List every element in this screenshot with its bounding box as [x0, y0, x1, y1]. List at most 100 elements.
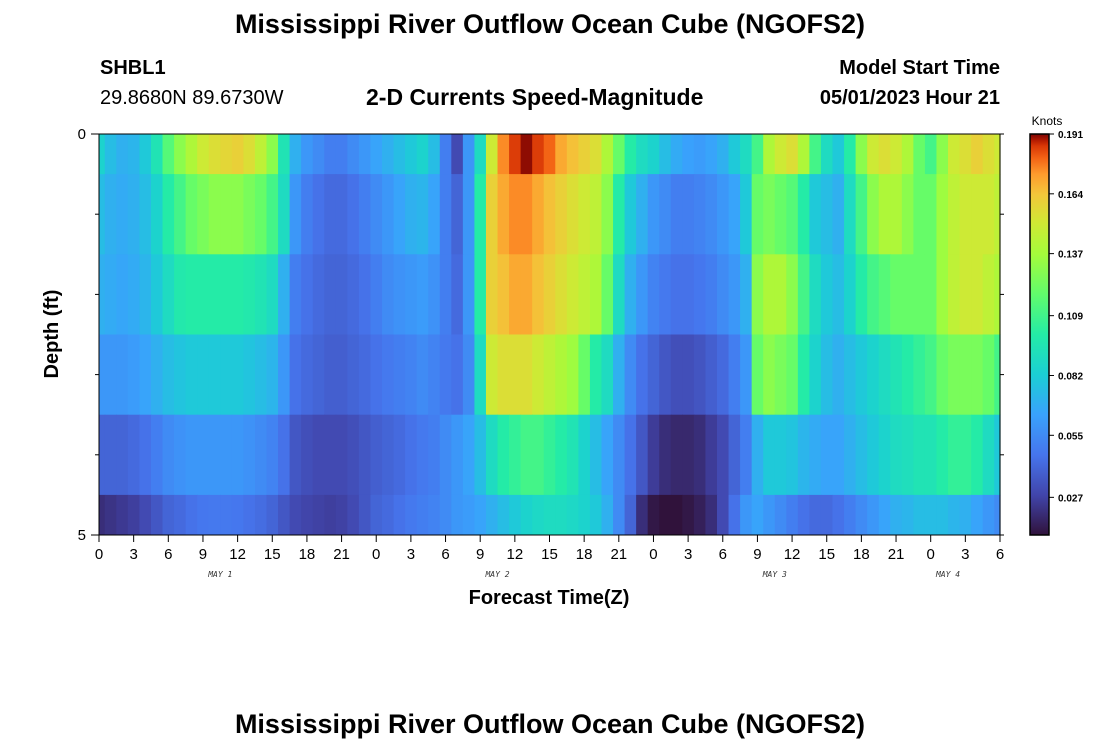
- heatmap-cell: [774, 334, 787, 416]
- heatmap-cell: [705, 334, 718, 416]
- heatmap-cell: [162, 134, 175, 175]
- heatmap-cell: [971, 494, 984, 536]
- x-tick-label: 0: [927, 546, 935, 563]
- heatmap-cell: [451, 174, 464, 255]
- heatmap-cell: [174, 494, 187, 536]
- heatmap-cell: [578, 494, 591, 536]
- heatmap-cell: [289, 494, 302, 536]
- heatmap-cell: [728, 174, 741, 255]
- heatmap-cell: [543, 254, 556, 335]
- heatmap-cell: [139, 134, 152, 175]
- heatmap-cell: [324, 134, 337, 175]
- heatmap-cell: [174, 174, 187, 255]
- heatmap-cell: [763, 134, 776, 175]
- heatmap-cell: [347, 494, 360, 536]
- heatmap-cell: [763, 494, 776, 536]
- heatmap-cell: [278, 334, 291, 416]
- heatmap-cell: [312, 334, 325, 416]
- heatmap-cell: [566, 174, 579, 255]
- heatmap-cell: [451, 254, 464, 335]
- heatmap-cell: [705, 494, 718, 536]
- heatmap-cell: [763, 414, 776, 496]
- heatmap-cell: [254, 494, 268, 536]
- heatmap-cell: [405, 254, 418, 335]
- heatmap-cell: [301, 414, 314, 496]
- heatmap-cell: [763, 254, 776, 335]
- heatmap-cell: [220, 254, 233, 335]
- heatmap-cell: [358, 254, 372, 335]
- heatmap-cell: [532, 134, 545, 175]
- heatmap-cell: [971, 134, 984, 175]
- heatmap-cell: [936, 134, 949, 175]
- y-tick-label: 0: [78, 126, 86, 143]
- heatmap-cell: [497, 334, 510, 416]
- heatmap-cell: [416, 134, 429, 175]
- heatmap-cell: [347, 334, 360, 416]
- heatmap-cell: [185, 494, 198, 536]
- heatmap-cell: [740, 174, 753, 255]
- heatmap-cell: [855, 334, 868, 416]
- heatmap-cell: [820, 174, 834, 255]
- heatmap-cell: [659, 414, 672, 496]
- heatmap-cell: [797, 254, 810, 335]
- colorbar-tick-label: 0.137: [1058, 250, 1083, 261]
- heatmap-cell: [532, 254, 545, 335]
- heatmap-cell: [647, 174, 660, 255]
- heatmap-cell: [543, 414, 556, 496]
- heatmap-cell: [532, 174, 545, 255]
- heatmap-cell: [682, 174, 695, 255]
- heatmap-cell: [416, 414, 429, 496]
- heatmap-cell: [116, 334, 129, 416]
- heatmap-cell: [959, 134, 972, 175]
- heatmap-cell: [474, 174, 487, 255]
- heatmap-cell: [578, 174, 591, 255]
- heatmap-cell: [555, 414, 568, 496]
- heatmap-cell: [959, 174, 972, 255]
- heatmap-cell: [740, 254, 753, 335]
- heatmap-cell: [174, 334, 187, 416]
- heatmap-cell: [901, 334, 914, 416]
- heatmap-cell: [278, 174, 291, 255]
- heatmap-cell: [127, 494, 141, 536]
- y-tick-label: 5: [78, 527, 86, 544]
- heatmap-cell: [485, 174, 499, 255]
- heatmap-cell: [162, 334, 175, 416]
- heatmap-cell: [890, 174, 903, 255]
- heatmap-cell: [774, 174, 787, 255]
- colorbar-tick-label: 0.055: [1058, 431, 1083, 442]
- heatmap-cell: [243, 174, 256, 255]
- heatmap-cell: [936, 254, 949, 335]
- heatmap-cell: [208, 334, 221, 416]
- heatmap-cell: [994, 494, 1001, 536]
- heatmap-cell: [809, 334, 822, 416]
- heatmap-cell: [509, 254, 522, 335]
- heatmap-cell: [243, 494, 256, 536]
- heatmap-cell: [254, 134, 268, 175]
- x-tick-label: 3: [407, 546, 415, 563]
- heatmap-cell: [716, 494, 730, 536]
- heatmap-cell: [820, 254, 834, 335]
- heatmap-cell: [104, 494, 117, 536]
- heatmap-cell: [162, 174, 175, 255]
- heatmap-cell: [208, 254, 221, 335]
- heatmap-cell: [971, 414, 984, 496]
- heatmap-cell: [578, 134, 591, 175]
- heatmap-cell: [231, 494, 244, 536]
- heatmap-cell: [878, 494, 891, 536]
- heatmap-cell: [428, 414, 441, 496]
- heatmap-cell: [878, 134, 891, 175]
- heatmap-cell: [509, 414, 522, 496]
- heatmap-cell: [659, 334, 672, 416]
- heatmap-cell: [543, 134, 556, 175]
- heatmap-cell: [393, 254, 406, 335]
- heatmap-cell: [936, 494, 949, 536]
- heatmap-cell: [948, 334, 961, 416]
- heatmap-cell: [890, 494, 903, 536]
- x-tick-label: 18: [576, 546, 593, 563]
- heatmap-cell: [231, 414, 244, 496]
- heatmap-cell: [370, 334, 383, 416]
- heatmap-cell: [428, 494, 441, 536]
- heatmap-cell: [127, 414, 141, 496]
- heatmap-cell: [705, 134, 718, 175]
- heatmap-cell: [589, 414, 603, 496]
